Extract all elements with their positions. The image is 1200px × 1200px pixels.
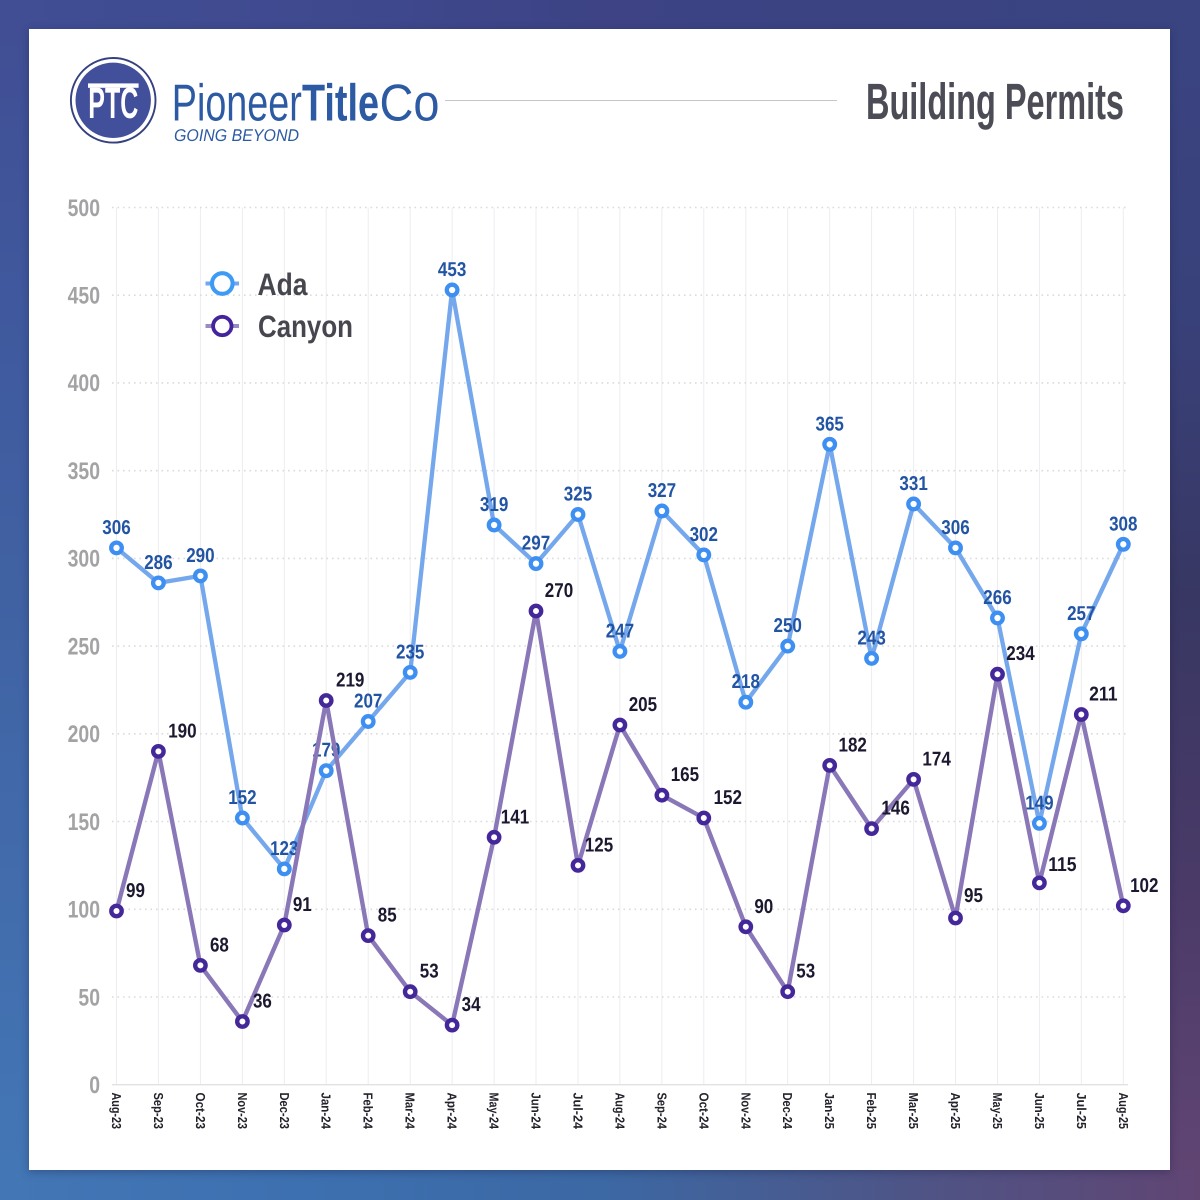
svg-text:207: 207 <box>354 691 382 713</box>
svg-text:266: 266 <box>983 587 1011 609</box>
svg-text:Dec-24: Dec-24 <box>780 1093 795 1130</box>
svg-text:200: 200 <box>68 721 100 748</box>
svg-text:500: 500 <box>68 195 100 222</box>
svg-text:327: 327 <box>648 480 676 502</box>
svg-text:205: 205 <box>629 694 657 716</box>
svg-text:453: 453 <box>438 259 466 281</box>
svg-text:152: 152 <box>228 787 256 809</box>
svg-text:Co: Co <box>380 75 440 133</box>
svg-text:Title: Title <box>302 75 379 133</box>
svg-text:Nov-24: Nov-24 <box>738 1093 753 1130</box>
svg-text:350: 350 <box>68 458 100 485</box>
svg-text:306: 306 <box>102 517 130 539</box>
svg-text:152: 152 <box>714 787 742 809</box>
svg-text:53: 53 <box>420 961 439 983</box>
svg-text:Aug-23: Aug-23 <box>109 1093 124 1130</box>
svg-text:400: 400 <box>68 370 100 397</box>
svg-text:53: 53 <box>796 961 815 983</box>
svg-text:68: 68 <box>210 934 229 956</box>
svg-text:247: 247 <box>606 620 634 642</box>
svg-text:PTC: PTC <box>88 79 138 128</box>
svg-text:365: 365 <box>816 413 844 435</box>
svg-text:99: 99 <box>126 880 145 902</box>
svg-text:141: 141 <box>501 806 529 828</box>
svg-text:325: 325 <box>564 484 592 506</box>
svg-text:149: 149 <box>1025 792 1053 814</box>
svg-text:50: 50 <box>78 984 100 1011</box>
svg-text:Jul-25: Jul-25 <box>1074 1093 1089 1130</box>
svg-text:319: 319 <box>480 494 508 516</box>
svg-text:Jun-24: Jun-24 <box>529 1093 544 1130</box>
svg-text:Sep-24: Sep-24 <box>654 1093 669 1130</box>
svg-text:90: 90 <box>754 896 773 918</box>
svg-text:Feb-25: Feb-25 <box>864 1093 879 1130</box>
svg-text:85: 85 <box>378 905 397 927</box>
svg-text:123: 123 <box>270 838 298 860</box>
svg-text:302: 302 <box>690 524 718 546</box>
svg-text:218: 218 <box>732 671 760 693</box>
svg-text:Oct-23: Oct-23 <box>193 1093 208 1130</box>
svg-text:Mar-24: Mar-24 <box>403 1093 418 1130</box>
svg-text:Jul-24: Jul-24 <box>571 1093 586 1130</box>
svg-text:Canyon: Canyon <box>258 309 353 344</box>
svg-text:297: 297 <box>522 533 550 555</box>
svg-text:34: 34 <box>462 994 482 1016</box>
svg-text:234: 234 <box>1006 643 1035 665</box>
svg-text:36: 36 <box>253 991 272 1013</box>
svg-text:Jan-24: Jan-24 <box>319 1093 334 1130</box>
svg-text:Sep-23: Sep-23 <box>151 1093 166 1130</box>
svg-text:May-25: May-25 <box>990 1093 1005 1130</box>
svg-text:219: 219 <box>336 670 364 692</box>
svg-text:250: 250 <box>774 615 802 637</box>
svg-text:250: 250 <box>68 633 100 660</box>
svg-text:0: 0 <box>89 1072 100 1099</box>
svg-text:257: 257 <box>1067 603 1095 625</box>
svg-text:165: 165 <box>671 764 699 786</box>
svg-text:331: 331 <box>899 473 927 495</box>
svg-text:Aug-25: Aug-25 <box>1116 1093 1131 1130</box>
svg-text:306: 306 <box>941 517 969 539</box>
svg-text:Ada: Ada <box>258 267 309 302</box>
svg-text:Building Permits: Building Permits <box>866 73 1124 130</box>
svg-text:115: 115 <box>1048 854 1076 876</box>
svg-text:100: 100 <box>68 897 100 924</box>
svg-text:Jan-25: Jan-25 <box>822 1093 837 1130</box>
svg-text:286: 286 <box>144 552 172 574</box>
svg-text:235: 235 <box>396 641 424 663</box>
svg-text:Apr-24: Apr-24 <box>445 1093 460 1130</box>
svg-text:290: 290 <box>186 545 214 567</box>
svg-text:211: 211 <box>1089 684 1117 706</box>
svg-text:102: 102 <box>1130 875 1158 897</box>
svg-text:Oct-24: Oct-24 <box>696 1093 711 1130</box>
svg-text:174: 174 <box>922 748 951 770</box>
svg-text:182: 182 <box>839 734 867 756</box>
svg-text:Feb-24: Feb-24 <box>361 1093 376 1130</box>
svg-text:308: 308 <box>1109 513 1137 535</box>
svg-text:150: 150 <box>68 809 100 836</box>
svg-text:Pioneer: Pioneer <box>172 75 302 133</box>
svg-text:Aug-24: Aug-24 <box>612 1093 627 1130</box>
svg-text:Nov-23: Nov-23 <box>235 1093 250 1130</box>
svg-text:146: 146 <box>881 798 909 820</box>
svg-text:Jun-25: Jun-25 <box>1032 1093 1047 1130</box>
svg-text:91: 91 <box>293 894 312 916</box>
svg-text:125: 125 <box>585 834 613 856</box>
svg-text:300: 300 <box>68 546 100 573</box>
svg-text:190: 190 <box>168 720 196 742</box>
svg-text:Apr-25: Apr-25 <box>948 1093 963 1130</box>
svg-text:May-24: May-24 <box>487 1093 502 1130</box>
svg-text:270: 270 <box>545 580 573 602</box>
svg-text:GOING BEYOND: GOING BEYOND <box>174 126 299 145</box>
svg-text:95: 95 <box>964 885 983 907</box>
svg-text:243: 243 <box>857 627 885 649</box>
svg-text:Dec-23: Dec-23 <box>277 1093 292 1130</box>
svg-text:Mar-25: Mar-25 <box>906 1093 921 1130</box>
svg-text:450: 450 <box>68 283 100 310</box>
